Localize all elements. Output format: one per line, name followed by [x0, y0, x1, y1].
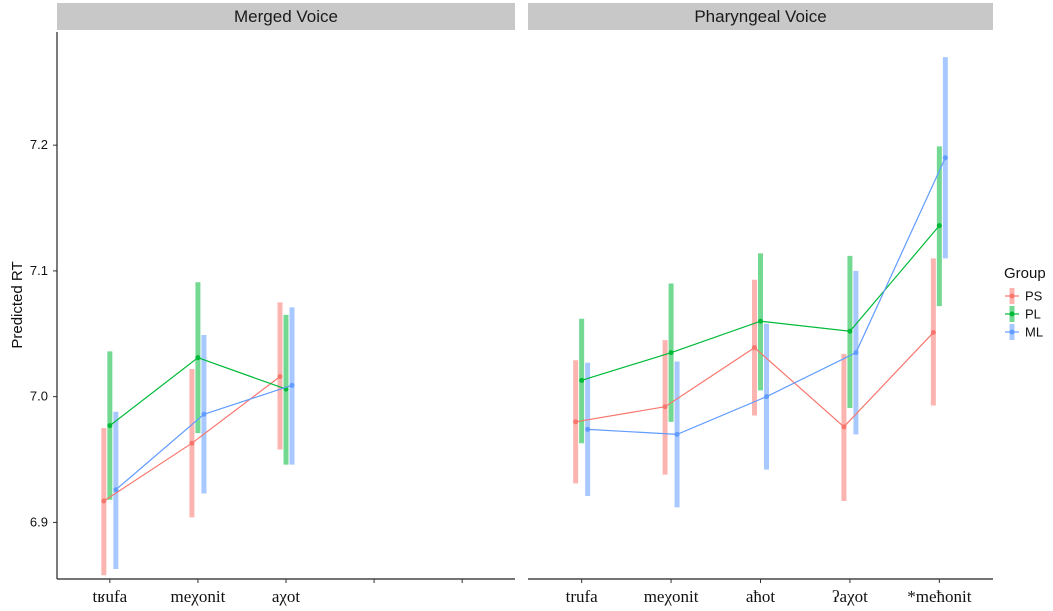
data-point-PL	[107, 423, 113, 429]
legend-entry-PS: PS	[1005, 288, 1043, 304]
data-point-ML	[942, 155, 948, 161]
data-point-ML	[113, 487, 119, 493]
panel-title: Pharyngeal Voice	[694, 7, 826, 26]
panels-layer: 6.9 7.0 7.1 7.2 Merged Voice tʁufa meχonit aχot…	[30, 3, 993, 606]
y-tick-label: 6.9	[30, 514, 48, 529]
data-point-ML	[201, 411, 207, 417]
data-point-PL	[758, 318, 763, 324]
data-point-PS	[573, 419, 579, 425]
panel-1: Pharyngeal Voice trufa meχonit aħot ʔaχot *me…	[528, 3, 993, 606]
data-point-PL	[195, 355, 201, 361]
y-tick-label: 7.2	[30, 137, 48, 152]
x-tick-label: aχot	[272, 587, 301, 606]
legend-key-point	[1009, 311, 1015, 317]
x-tick-label: meχonit	[644, 587, 699, 606]
legend-label: PL	[1025, 307, 1041, 322]
legend-entry-PL: PL	[1005, 306, 1041, 322]
legend-title: Group	[1004, 265, 1046, 282]
data-point-PS	[189, 440, 195, 446]
data-point-PS	[841, 424, 847, 430]
panel-strip	[57, 3, 515, 30]
x-tick-label: aħot	[746, 587, 776, 606]
y-axis-label: Predicted RT	[9, 261, 26, 348]
x-tick-label: trufa	[566, 587, 599, 606]
legend-entry-ML: ML	[1005, 324, 1043, 340]
data-point-PS	[277, 374, 283, 380]
x-tick-label: tʁufa	[92, 587, 127, 606]
panel-title: Merged Voice	[234, 7, 338, 26]
y-tick-label: 7.0	[30, 389, 48, 404]
y-tick-label: 7.1	[30, 263, 48, 278]
legend-key-point	[1009, 293, 1015, 299]
data-point-PS	[662, 404, 668, 410]
data-point-PL	[579, 377, 585, 383]
data-point-PS	[752, 345, 757, 351]
data-point-PL	[847, 328, 853, 334]
panel-strip	[528, 3, 993, 30]
x-tick-label: *meħonit	[907, 587, 971, 606]
legend: Group PS PL ML	[1004, 265, 1046, 340]
data-point-ML	[674, 431, 680, 437]
data-point-ML	[585, 426, 591, 432]
data-point-PS	[101, 498, 107, 504]
data-point-ML	[853, 350, 859, 356]
x-tick-label: ʔaχot	[832, 587, 868, 606]
panel-0: Merged Voice tʁufa meχonit aχot	[56, 3, 515, 606]
data-point-PL	[668, 350, 674, 356]
data-point-PL	[936, 223, 942, 229]
legend-label: ML	[1025, 325, 1043, 340]
legend-key-point	[1009, 329, 1015, 335]
x-tick-label: meχonit	[171, 587, 226, 606]
data-point-PS	[930, 330, 936, 336]
data-point-ML	[289, 382, 295, 388]
legend-label: PS	[1025, 289, 1043, 304]
data-point-ML	[764, 394, 769, 400]
